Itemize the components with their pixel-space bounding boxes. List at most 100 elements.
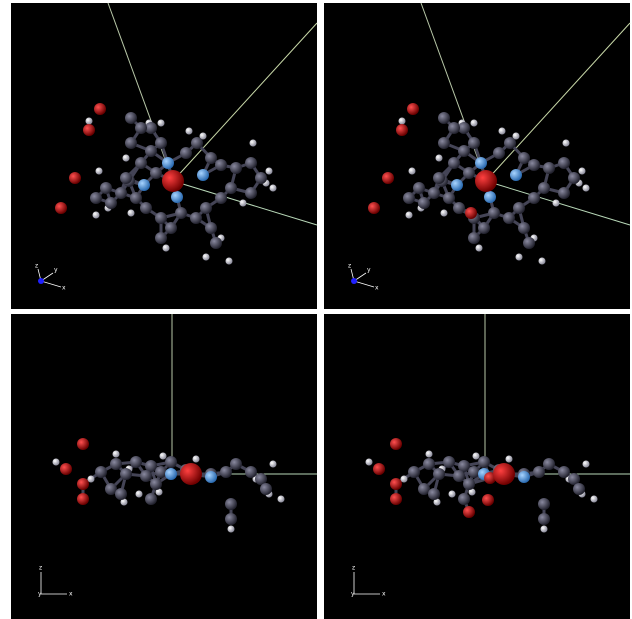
atom bbox=[465, 207, 477, 219]
atom bbox=[165, 468, 177, 480]
axis-label: z bbox=[35, 263, 38, 270]
atom bbox=[539, 258, 546, 265]
atom bbox=[579, 168, 586, 175]
atom bbox=[155, 212, 167, 224]
atom bbox=[407, 103, 419, 115]
atom bbox=[105, 197, 117, 209]
atom bbox=[245, 187, 257, 199]
atom bbox=[453, 470, 465, 482]
atom bbox=[473, 453, 480, 460]
atom bbox=[523, 237, 535, 249]
axis-label: x bbox=[382, 591, 386, 598]
atom bbox=[205, 471, 217, 483]
atom bbox=[180, 463, 202, 485]
atom bbox=[558, 157, 570, 169]
atom bbox=[90, 192, 102, 204]
atom bbox=[573, 483, 585, 495]
axis-label: y bbox=[351, 591, 355, 598]
atom bbox=[136, 491, 143, 498]
atom bbox=[518, 152, 530, 164]
atom bbox=[180, 147, 192, 159]
atom bbox=[468, 466, 480, 478]
atom bbox=[160, 453, 167, 460]
atom bbox=[438, 112, 450, 124]
atom bbox=[60, 463, 72, 475]
atom bbox=[165, 456, 177, 468]
atom bbox=[155, 232, 167, 244]
atom bbox=[368, 202, 380, 214]
axis-label: x bbox=[375, 285, 379, 292]
atom bbox=[476, 245, 483, 252]
atom bbox=[558, 466, 570, 478]
atom bbox=[69, 172, 81, 184]
atom bbox=[186, 128, 193, 135]
atom bbox=[260, 483, 272, 495]
atom bbox=[449, 491, 456, 498]
atom bbox=[408, 466, 420, 478]
atom bbox=[428, 488, 440, 500]
atom bbox=[493, 147, 505, 159]
triad-origin bbox=[38, 278, 44, 284]
atom bbox=[123, 155, 130, 162]
atom bbox=[155, 137, 167, 149]
atom bbox=[158, 120, 165, 127]
atom bbox=[240, 200, 247, 207]
atom bbox=[120, 172, 132, 184]
axis-label: z bbox=[39, 565, 42, 572]
atom bbox=[135, 157, 147, 169]
atom bbox=[140, 470, 152, 482]
atom bbox=[426, 451, 433, 458]
atom bbox=[270, 185, 277, 192]
atom bbox=[83, 124, 95, 136]
atom bbox=[568, 172, 580, 184]
axis-label: y bbox=[367, 267, 371, 274]
axis-label: x bbox=[62, 285, 66, 292]
atom bbox=[484, 191, 496, 203]
atom bbox=[482, 494, 494, 506]
atom bbox=[428, 187, 440, 199]
atom bbox=[86, 118, 93, 125]
panel: zyx bbox=[324, 314, 630, 619]
atom bbox=[563, 140, 570, 147]
atom bbox=[463, 167, 475, 179]
atom bbox=[468, 232, 480, 244]
atom bbox=[230, 458, 242, 470]
atom bbox=[145, 493, 157, 505]
atom bbox=[382, 172, 394, 184]
atom bbox=[503, 212, 515, 224]
atom bbox=[468, 137, 480, 149]
atom bbox=[130, 456, 142, 468]
atom bbox=[165, 222, 177, 234]
atom bbox=[478, 456, 490, 468]
atom bbox=[390, 493, 402, 505]
atom bbox=[458, 145, 470, 157]
panel: zyx bbox=[11, 314, 317, 619]
atom bbox=[533, 466, 545, 478]
atom bbox=[125, 137, 137, 149]
atom bbox=[225, 498, 237, 510]
atom bbox=[448, 157, 460, 169]
atom bbox=[518, 471, 530, 483]
atom bbox=[120, 468, 132, 480]
atom bbox=[162, 170, 184, 192]
atom bbox=[270, 461, 277, 468]
atom bbox=[366, 459, 373, 466]
atom bbox=[225, 513, 237, 525]
atom bbox=[155, 466, 167, 478]
atom bbox=[510, 169, 522, 181]
atom bbox=[528, 192, 540, 204]
atom bbox=[399, 118, 406, 125]
atom bbox=[95, 466, 107, 478]
atom bbox=[441, 210, 448, 217]
atom bbox=[583, 185, 590, 192]
atom bbox=[145, 145, 157, 157]
atom bbox=[499, 128, 506, 135]
atom bbox=[538, 498, 550, 510]
atom bbox=[390, 438, 402, 450]
atom bbox=[128, 210, 135, 217]
atom bbox=[226, 258, 233, 265]
atom bbox=[475, 157, 487, 169]
atom bbox=[77, 438, 89, 450]
atom bbox=[191, 137, 203, 149]
atom bbox=[471, 120, 478, 127]
